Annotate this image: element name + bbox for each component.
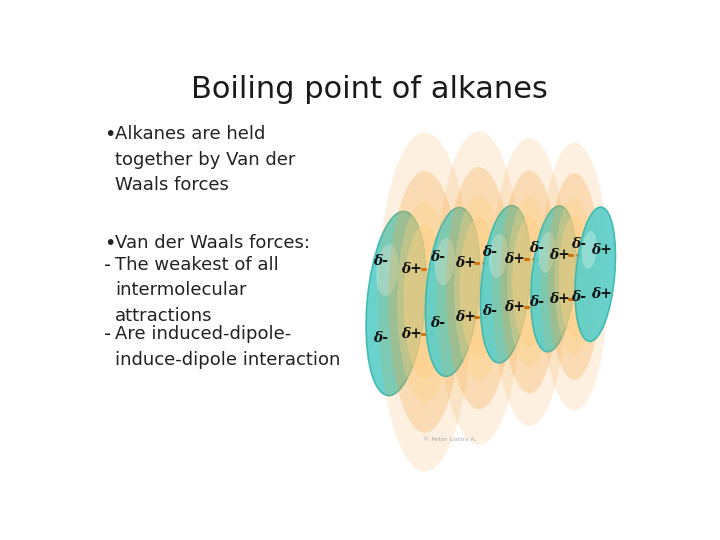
Text: δ-: δ- (430, 251, 445, 264)
Text: δ-: δ- (482, 304, 497, 318)
Ellipse shape (539, 232, 555, 273)
Ellipse shape (376, 245, 399, 296)
Ellipse shape (446, 167, 512, 409)
Text: Alkanes are held
together by Van der
Waals forces: Alkanes are held together by Van der Waa… (114, 125, 295, 194)
Ellipse shape (397, 202, 452, 402)
Text: δ+: δ+ (591, 287, 612, 301)
Text: δ-: δ- (572, 291, 587, 305)
Text: δ+: δ+ (504, 252, 525, 266)
Ellipse shape (435, 238, 455, 285)
Text: Van der Waals forces:: Van der Waals forces: (114, 234, 310, 252)
Ellipse shape (426, 207, 480, 376)
Text: δ-: δ- (373, 331, 388, 345)
Text: δ+: δ+ (401, 327, 422, 341)
Ellipse shape (508, 197, 552, 367)
Text: Are induced-dipole-
induce-dipole interaction: Are induced-dipole- induce-dipole intera… (114, 325, 340, 369)
Text: δ-: δ- (373, 254, 388, 268)
Ellipse shape (540, 143, 608, 410)
Ellipse shape (582, 231, 597, 269)
Ellipse shape (513, 217, 546, 347)
Text: The weakest of all
intermolecular
attractions: The weakest of all intermolecular attrac… (114, 256, 279, 325)
Ellipse shape (403, 225, 446, 379)
Ellipse shape (559, 215, 590, 338)
Text: δ-: δ- (572, 237, 587, 251)
Ellipse shape (554, 198, 595, 356)
Text: -: - (104, 325, 111, 344)
Text: δ+: δ+ (549, 248, 570, 262)
Ellipse shape (548, 173, 600, 380)
Text: δ+: δ+ (456, 310, 477, 325)
Text: δ+: δ+ (401, 262, 422, 276)
Ellipse shape (436, 131, 522, 445)
Text: © Peter Liston A.: © Peter Liston A. (423, 437, 477, 442)
Text: δ+: δ+ (549, 292, 570, 306)
Ellipse shape (378, 132, 472, 471)
Text: δ-: δ- (529, 295, 544, 309)
Ellipse shape (480, 206, 531, 363)
Ellipse shape (454, 195, 504, 381)
Text: δ+: δ+ (591, 242, 612, 256)
Text: δ-: δ- (482, 245, 497, 259)
Text: δ-: δ- (430, 316, 445, 330)
Ellipse shape (366, 212, 426, 396)
Ellipse shape (575, 207, 616, 341)
Ellipse shape (492, 138, 567, 426)
Ellipse shape (489, 234, 508, 278)
Text: •: • (104, 125, 115, 144)
Ellipse shape (389, 171, 461, 433)
Text: δ+: δ+ (504, 300, 525, 314)
Text: δ-: δ- (529, 241, 544, 255)
Text: Boiling point of alkanes: Boiling point of alkanes (191, 75, 547, 104)
Text: -: - (104, 256, 111, 275)
Text: δ+: δ+ (456, 256, 477, 271)
Ellipse shape (531, 206, 576, 352)
Text: •: • (104, 234, 115, 253)
Ellipse shape (459, 217, 498, 359)
Ellipse shape (500, 171, 559, 393)
